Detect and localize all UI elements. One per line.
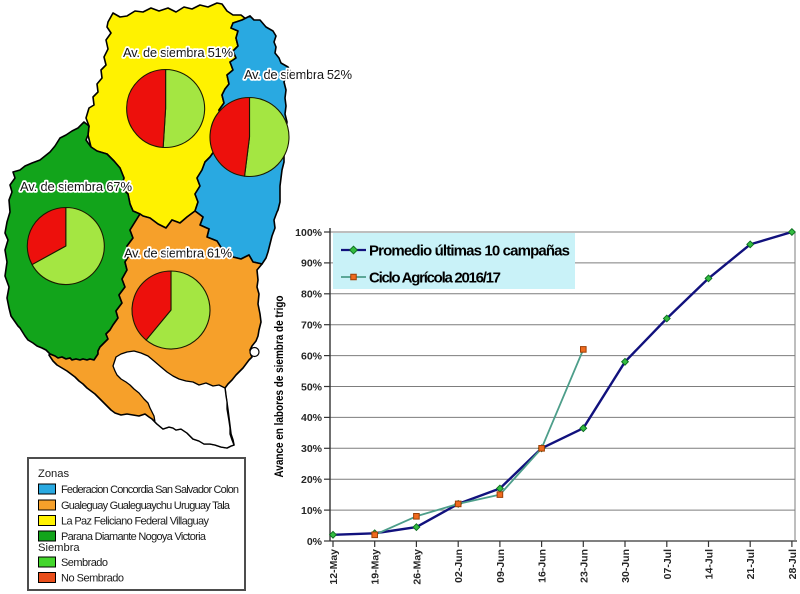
svg-text:20%: 20% bbox=[301, 474, 323, 486]
svg-text:80%: 80% bbox=[301, 289, 323, 301]
svg-text:60%: 60% bbox=[301, 350, 323, 362]
svg-text:21-Jul: 21-Jul bbox=[745, 549, 757, 579]
svg-text:30-Jun: 30-Jun bbox=[620, 549, 632, 583]
svg-text:Av. de siembra 61%: Av. de siembra 61% bbox=[124, 246, 232, 261]
svg-text:Av. de siembra 52%: Av. de siembra 52% bbox=[244, 67, 352, 82]
svg-text:Siembra: Siembra bbox=[38, 542, 80, 554]
svg-text:Parana Diamante Nogoya Victori: Parana Diamante Nogoya Victoria bbox=[61, 531, 207, 543]
svg-text:100%: 100% bbox=[295, 227, 323, 239]
svg-text:Av. de siembra 67%: Av. de siembra 67% bbox=[20, 179, 132, 194]
svg-text:Avance en labores de siembra d: Avance en labores de siembra de trigo bbox=[274, 296, 286, 478]
svg-text:09-Jun: 09-Jun bbox=[495, 549, 507, 583]
svg-text:16-Jun: 16-Jun bbox=[537, 549, 549, 583]
svg-text:Zonas: Zonas bbox=[38, 468, 69, 480]
svg-text:Av. de siembra 51%: Av. de siembra 51% bbox=[123, 45, 233, 60]
svg-text:10%: 10% bbox=[301, 505, 323, 517]
svg-text:02-Jun: 02-Jun bbox=[453, 549, 465, 583]
svg-text:No Sembrado: No Sembrado bbox=[61, 573, 124, 585]
svg-text:Sembrado: Sembrado bbox=[61, 557, 108, 569]
svg-text:Gualeguay Gualeguaychu Uruguay: Gualeguay Gualeguaychu Uruguay Tala bbox=[61, 500, 231, 512]
svg-text:Federacion Concordia San Salva: Federacion Concordia San Salvador Colon bbox=[61, 484, 239, 496]
svg-text:07-Jul: 07-Jul bbox=[662, 549, 674, 579]
svg-text:90%: 90% bbox=[301, 258, 323, 270]
svg-text:Promedio últimas 10 campañas: Promedio últimas 10 campañas bbox=[369, 243, 570, 260]
svg-text:50%: 50% bbox=[301, 381, 323, 393]
svg-text:0%: 0% bbox=[307, 536, 323, 548]
svg-text:23-Jun: 23-Jun bbox=[578, 549, 590, 583]
svg-text:30%: 30% bbox=[301, 443, 323, 455]
svg-text:28-Jul: 28-Jul bbox=[787, 549, 799, 579]
svg-text:La Paz Feliciano Federal Vill: La Paz Feliciano Federal Villaguay bbox=[61, 516, 210, 528]
svg-text:Ciclo Agrícola 2016/17: Ciclo Agrícola 2016/17 bbox=[369, 270, 501, 287]
svg-text:14-Jul: 14-Jul bbox=[704, 549, 716, 579]
svg-text:12-May: 12-May bbox=[328, 549, 340, 585]
svg-text:19-May: 19-May bbox=[370, 549, 382, 585]
svg-text:70%: 70% bbox=[301, 320, 323, 332]
svg-text:40%: 40% bbox=[301, 412, 323, 424]
svg-text:26-May: 26-May bbox=[411, 549, 423, 585]
